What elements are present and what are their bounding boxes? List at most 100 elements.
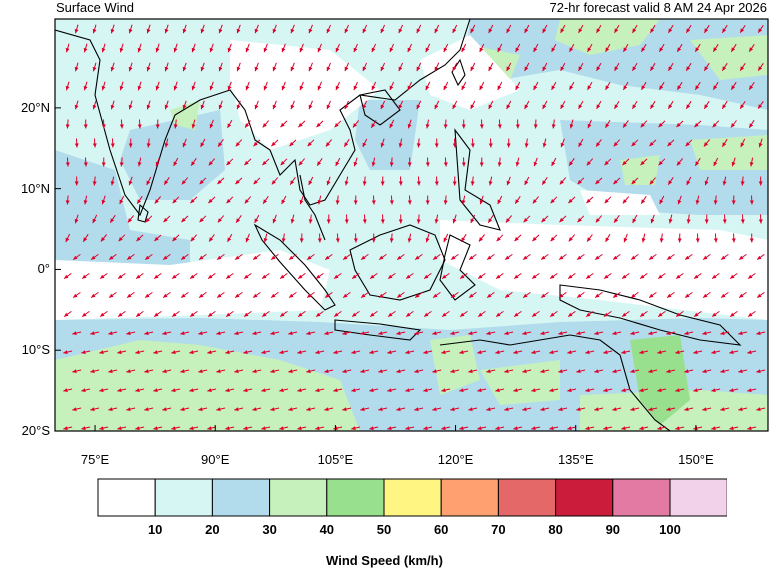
colorbar-swatch: [154, 478, 213, 517]
java-coast: [334, 319, 422, 341]
wind-arrow-head: [623, 85, 628, 90]
wind-arrow-head: [235, 179, 240, 185]
wind-arrow-head: [586, 161, 591, 166]
wind-arrow-head: [720, 369, 725, 374]
wind-arrow-head: [344, 104, 349, 110]
wind-arrow-head: [63, 388, 68, 393]
wind-arrow-head: [685, 293, 690, 298]
wind-arrow-head: [299, 85, 304, 91]
wind-arrow-head: [407, 162, 412, 167]
wind-arrow-head: [677, 238, 682, 243]
wind-arrow-head: [162, 369, 167, 374]
wind-arrow-head: [173, 124, 178, 129]
wind-arrow-head: [596, 104, 601, 109]
wind-arrow-head: [461, 200, 466, 205]
wind-arrow-head: [640, 123, 645, 128]
wind-arrow-head: [82, 312, 87, 317]
wind-arrow-head: [568, 198, 573, 204]
wind-arrow-head: [100, 312, 105, 317]
wind-arrow-head: [110, 181, 115, 186]
wind-arrow-head: [450, 407, 455, 412]
wind-arrow-head: [371, 200, 376, 205]
wind-arrow-head: [695, 238, 700, 243]
wind-arrow-head: [208, 312, 213, 317]
wind-arrow-head: [388, 312, 393, 317]
wind-arrow-head: [434, 143, 439, 148]
wind-arrow-head: [144, 407, 149, 412]
wind-arrow-head: [578, 142, 583, 147]
lon-label: 120°E: [437, 452, 474, 467]
wind-arrow-head: [128, 66, 133, 72]
wind-arrow-head: [405, 350, 410, 355]
wind-arrow-head: [172, 236, 177, 242]
wind-arrow-head: [297, 388, 302, 393]
wind-arrow-head: [622, 199, 627, 204]
wind-arrow-head: [676, 274, 681, 279]
wind-arrow-head: [272, 66, 277, 72]
wind-arrow-head: [173, 85, 178, 91]
wind-arrow-head: [433, 293, 438, 298]
wind-arrow-head: [594, 407, 599, 412]
wind-arrow-head: [397, 255, 402, 260]
wind-arrow-head: [245, 47, 250, 53]
colorbar-swatch: [211, 478, 271, 517]
wind-arrow-head: [477, 388, 482, 393]
wind-arrow-head: [731, 47, 736, 52]
wind-arrow-head: [155, 161, 160, 167]
wind-arrow-head: [306, 407, 311, 412]
wind-speed-colorbar: [97, 478, 727, 517]
wind-arrow-head: [460, 274, 465, 279]
wind-arrow-head: [81, 350, 86, 355]
wind-arrow-head: [648, 331, 653, 336]
wind-arrow-head: [532, 274, 537, 279]
wind-arrow-head: [497, 124, 502, 129]
wind-arrow-head: [72, 331, 77, 336]
wind-arrow-head: [675, 350, 680, 355]
wind-arrow-head: [279, 426, 284, 431]
wind-arrow-head: [702, 369, 707, 374]
wind-arrow-head: [567, 350, 572, 355]
wind-arrow-head: [423, 350, 428, 355]
wind-arrow-head: [479, 47, 484, 52]
wind-arrow-head: [191, 47, 196, 53]
wind-arrow-head: [137, 124, 142, 129]
wind-arrow-head: [308, 219, 313, 224]
wind-arrow-head: [154, 274, 159, 279]
wind-arrow-head: [668, 219, 673, 224]
wind-arrow-head: [595, 255, 600, 260]
wind-arrow-head: [280, 274, 285, 279]
wind-arrow-head: [523, 293, 528, 298]
wind-arrow-head: [307, 142, 312, 147]
wind-arrow-head: [135, 350, 140, 355]
wind-arrow-head: [398, 28, 403, 34]
wind-arrow-head: [65, 237, 70, 243]
wind-arrow-head: [227, 123, 232, 128]
wind-arrow-head: [65, 85, 70, 91]
wind-arrow-head: [596, 66, 601, 71]
wind-arrow-head: [191, 85, 196, 91]
wind-arrow-head: [567, 388, 572, 393]
wind-arrow-head: [91, 293, 96, 298]
wind-arrow-head: [595, 218, 600, 223]
wind-arrow-head: [145, 218, 150, 223]
wind-arrow-head: [90, 407, 95, 412]
wind-arrow-head: [666, 331, 671, 336]
wind-arrow-head: [425, 124, 430, 129]
lat-label: 20°N: [20, 99, 50, 115]
wind-arrow-head: [74, 104, 79, 110]
wind-arrow-head: [227, 237, 232, 242]
wind-arrow-head: [712, 123, 717, 128]
wind-arrow-head: [675, 388, 680, 393]
colorbar-swatch: [326, 478, 385, 517]
wind-arrow-head: [657, 426, 662, 431]
wind-arrow-head: [171, 426, 176, 431]
wind-arrow-head: [335, 47, 340, 53]
wind-arrow-head: [748, 274, 753, 279]
wind-arrow-head: [171, 350, 176, 355]
wind-arrow-head: [387, 388, 392, 393]
wind-arrow-head: [722, 104, 727, 109]
wind-arrow-head: [414, 369, 419, 374]
wind-arrow-head: [559, 255, 564, 260]
wind-arrow-head: [144, 369, 149, 374]
wind-arrow-head: [506, 66, 511, 71]
